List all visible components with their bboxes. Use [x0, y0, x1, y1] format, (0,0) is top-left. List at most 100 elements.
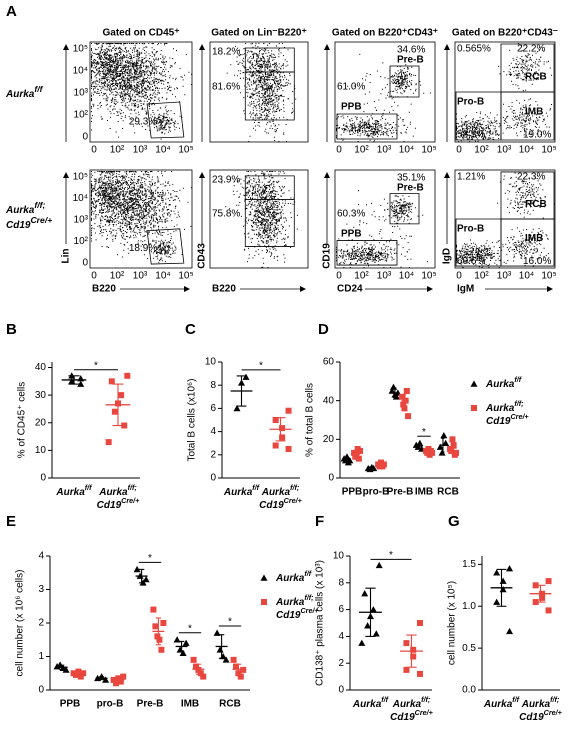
genotype-sup: Cre/+ — [284, 496, 303, 505]
data-point — [156, 636, 163, 643]
x-tick-label: 10⁵ — [421, 145, 436, 156]
genotype-sup: f/f; — [550, 695, 560, 704]
data-point — [405, 413, 412, 420]
x-tick-label: 10⁴ — [399, 145, 414, 156]
y-axis-label: CD19 — [322, 243, 333, 269]
data-point — [403, 666, 410, 673]
y-axis-label: CD138⁺ plasma cells (x 10³) — [315, 560, 326, 686]
gate — [146, 101, 185, 139]
genotype-sup: f/f; — [128, 483, 138, 492]
arrow-head — [444, 44, 450, 50]
x-tick-label: Pre-B — [137, 699, 164, 710]
arrow-head — [63, 44, 69, 50]
genotype-label: Aurkaf/f — [275, 569, 312, 584]
y-tick-label: 10⁵ — [73, 44, 88, 55]
data-point — [410, 646, 417, 653]
genotype-sup: f/f — [34, 84, 43, 94]
event-dots — [91, 171, 192, 263]
genotype-sup: Cre/+ — [544, 708, 563, 717]
y-tick-label: 4 — [210, 426, 216, 437]
genotype-base: Aurka — [485, 379, 515, 390]
data-point — [111, 408, 118, 415]
y-tick-label: 4 — [338, 631, 344, 642]
gate-percent: 1.21% — [457, 172, 485, 183]
data-point — [105, 439, 112, 446]
data-point — [399, 393, 406, 400]
data-point — [499, 577, 507, 584]
data-point — [118, 392, 125, 399]
x-tick-label: 10⁵ — [178, 271, 193, 282]
genotype-base: Cd19 — [259, 500, 284, 511]
arrow-head — [427, 286, 433, 292]
gate — [455, 91, 502, 141]
plot-frame — [454, 41, 556, 143]
data-point — [440, 431, 448, 439]
y-tick-label: 10 — [333, 551, 345, 562]
genotype-label: Aurkaf/f — [223, 483, 260, 498]
data-point — [113, 680, 119, 687]
gate-percent: 34.6% — [397, 45, 425, 56]
data-point — [272, 442, 279, 449]
data-point — [493, 598, 501, 605]
plot-frame — [454, 169, 556, 269]
data-point — [390, 383, 398, 390]
genotype-base: Cd19 — [519, 712, 544, 723]
genotype-label: Cd19Cre/+ — [6, 215, 52, 230]
gate-percent: 23.9% — [212, 174, 240, 185]
genotype-sup: Cre/+ — [30, 215, 52, 225]
data-point — [438, 449, 446, 456]
genotype-sup: f/f; — [34, 200, 45, 210]
significance-star: * — [188, 623, 192, 634]
genotype-label: Aurkaf/f — [483, 695, 520, 710]
data-point — [545, 578, 552, 585]
y-tick-label: 0.0 — [462, 685, 476, 696]
genotype-label: Aurkaf/f; — [275, 593, 314, 608]
data-point — [213, 629, 221, 636]
y-tick-label: 1 — [38, 651, 44, 662]
genotype-label: Cd19Cre/+ — [259, 496, 302, 511]
genotype-sup: f/f; — [290, 483, 300, 492]
data-point — [154, 633, 161, 640]
data-point — [150, 606, 157, 613]
gate — [336, 240, 398, 266]
gate-percent: 75.8% — [212, 209, 240, 220]
genotype-base: Aurka — [55, 487, 85, 498]
panel-letter: B — [6, 321, 17, 338]
y-tick-label: 10² — [74, 110, 89, 121]
data-point — [375, 561, 383, 569]
data-point — [357, 447, 364, 454]
x-axis-label: B220 — [212, 284, 236, 295]
y-tick-label: 0 — [338, 685, 344, 696]
genotype-base: Cd19 — [390, 712, 415, 723]
x-tick-label: PPB — [342, 487, 363, 498]
genotype-label: Cd19Cre/+ — [390, 708, 433, 723]
genotype-base: Aurka — [352, 699, 382, 710]
genotype-base: Aurka — [5, 89, 35, 100]
x-tick-label: 10² — [474, 145, 489, 156]
genotype-label: Cd19Cre/+ — [519, 708, 562, 723]
arrow-head — [184, 286, 190, 292]
gate-name: Pro-B — [457, 223, 484, 234]
genotype-base: Aurka — [5, 205, 35, 216]
genotype-base: Aurka — [392, 699, 422, 710]
y-axis-label: cell number (x 10⁵) — [447, 581, 458, 665]
genotype-label: Aurkaf/f — [485, 375, 522, 390]
x-tick-label: 0 — [336, 145, 342, 156]
y-axis-label: CD43 — [197, 243, 208, 269]
data-point — [416, 670, 423, 677]
data-point — [499, 586, 507, 593]
genotype-base: Cd19 — [6, 220, 31, 231]
gate-percent: 16.0% — [523, 256, 551, 267]
gate-name: RCB — [525, 72, 547, 83]
legend-marker — [261, 599, 267, 605]
data-point — [233, 663, 239, 670]
gate-percent: 60.6% — [457, 256, 485, 267]
x-tick-label: 10⁴ — [155, 271, 170, 282]
y-tick-label: 20 — [323, 434, 335, 445]
y-axis-label: % of CD45⁺ cells — [17, 382, 28, 458]
data-point — [193, 663, 199, 670]
event-dots — [456, 172, 555, 268]
data-point — [506, 627, 514, 635]
y-tick-label: 2 — [210, 449, 216, 460]
x-tick-label: 10² — [110, 271, 125, 282]
